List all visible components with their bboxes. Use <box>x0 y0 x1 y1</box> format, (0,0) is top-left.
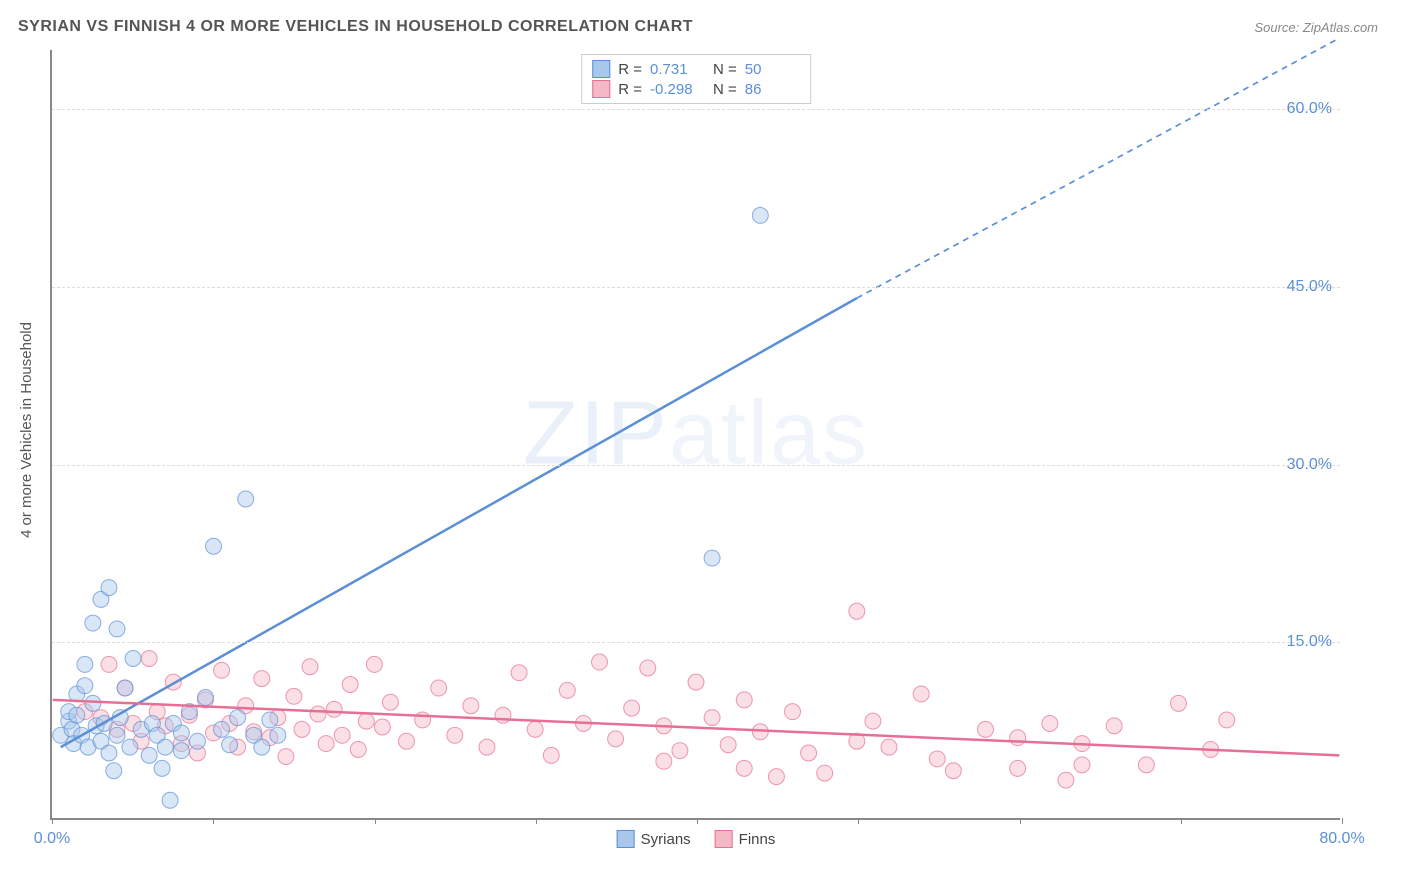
swatch-finns <box>715 830 733 848</box>
n-label: N = <box>713 61 737 78</box>
x-tick <box>1181 818 1182 824</box>
swatch-syrians <box>617 830 635 848</box>
legend-stats-box: R = 0.731 N = 50 R = -0.298 N = 86 <box>581 54 811 104</box>
n-value-syrians: 50 <box>745 61 800 78</box>
chart-title: SYRIAN VS FINNISH 4 OR MORE VEHICLES IN … <box>18 18 693 36</box>
y-axis-label: 4 or more Vehicles in Household <box>18 322 35 538</box>
legend-label-syrians: Syrians <box>641 831 691 848</box>
legend-stats-row-finns: R = -0.298 N = 86 <box>592 79 800 99</box>
x-tick-label: 80.0% <box>1319 830 1364 848</box>
grid-line <box>52 465 1340 466</box>
y-tick-label: 15.0% <box>1287 633 1332 651</box>
plot-svg <box>52 50 1340 818</box>
x-tick <box>697 818 698 824</box>
n-value-finns: 86 <box>745 81 800 98</box>
x-tick-label: 0.0% <box>34 830 70 848</box>
bottom-legend-syrians: Syrians <box>617 830 691 848</box>
r-value-syrians: 0.731 <box>650 61 705 78</box>
swatch-syrians <box>592 60 610 78</box>
swatch-finns <box>592 80 610 98</box>
n-label: N = <box>713 81 737 98</box>
r-label: R = <box>618 61 642 78</box>
x-tick <box>858 818 859 824</box>
x-tick <box>375 818 376 824</box>
r-label: R = <box>618 81 642 98</box>
legend-label-finns: Finns <box>739 831 776 848</box>
plot-area: ZIPatlas R = 0.731 N = 50 R = -0.298 N =… <box>50 50 1340 820</box>
chart-source: Source: ZipAtlas.com <box>1254 20 1378 35</box>
y-tick-label: 60.0% <box>1287 100 1332 118</box>
x-tick <box>1020 818 1021 824</box>
r-value-finns: -0.298 <box>650 81 705 98</box>
legend-stats-row-syrians: R = 0.731 N = 50 <box>592 59 800 79</box>
x-tick <box>1342 818 1343 824</box>
grid-line <box>52 109 1340 110</box>
correlation-chart: SYRIAN VS FINNISH 4 OR MORE VEHICLES IN … <box>0 0 1406 892</box>
x-tick <box>536 818 537 824</box>
y-tick-label: 45.0% <box>1287 278 1332 296</box>
y-tick-label: 30.0% <box>1287 456 1332 474</box>
grid-line <box>52 642 1340 643</box>
bottom-legend-finns: Finns <box>715 830 776 848</box>
bottom-legend: Syrians Finns <box>617 830 776 848</box>
x-tick <box>213 818 214 824</box>
x-tick <box>52 818 53 824</box>
grid-line <box>52 287 1340 288</box>
